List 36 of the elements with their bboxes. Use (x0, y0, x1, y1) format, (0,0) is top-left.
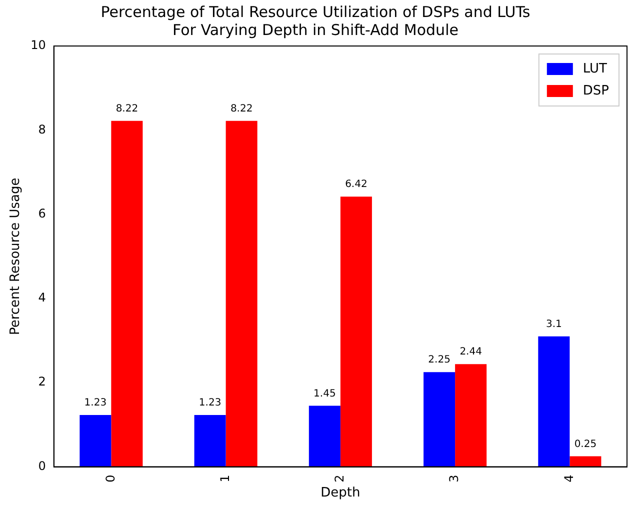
y-tick-label: 0 (38, 458, 46, 473)
data-label: 6.42 (345, 179, 368, 190)
data-label: 8.22 (116, 103, 138, 114)
x-axis-title: Depth (320, 486, 360, 501)
x-tick-label: 2 (332, 474, 347, 482)
y-tick-label: 10 (30, 38, 46, 52)
y-tick-label: 6 (38, 206, 46, 220)
bar (308, 406, 340, 467)
bar (538, 336, 570, 467)
x-tick-label: 4 (562, 474, 576, 482)
data-label: 1.23 (198, 398, 222, 409)
data-label: 2.25 (428, 354, 450, 366)
y-tick-label: 2 (38, 374, 46, 389)
chart-title: Percentage of Total Resource Utilization of DSPs and LUTs For Varying Depth in Shift-Add Module (100, 2, 530, 39)
data-label: 2.44 (460, 346, 482, 358)
x-tick-label: 1 (218, 474, 232, 482)
bar (455, 364, 487, 467)
y-tick-label: 4 (38, 290, 46, 305)
bar (570, 456, 602, 467)
bar (111, 120, 143, 467)
y-tick-label: 8 (38, 122, 46, 136)
data-label: 0.25 (574, 438, 597, 450)
bar (194, 415, 226, 467)
data-label: 1.23 (84, 398, 107, 409)
bar (80, 415, 112, 467)
data-label: 8.22 (230, 103, 253, 114)
bar (424, 372, 456, 467)
data-label: 3.1 (546, 318, 562, 330)
bar (226, 120, 258, 467)
x-tick-label: 0 (103, 474, 118, 482)
bar (340, 196, 372, 467)
legend-label: DSP (582, 83, 610, 98)
data-label: 1.45 (314, 388, 336, 400)
y-axis-title: Percent Resource Usage (8, 178, 24, 336)
x-tick-label: 3 (447, 474, 462, 482)
legend-label: LUT (582, 61, 608, 76)
